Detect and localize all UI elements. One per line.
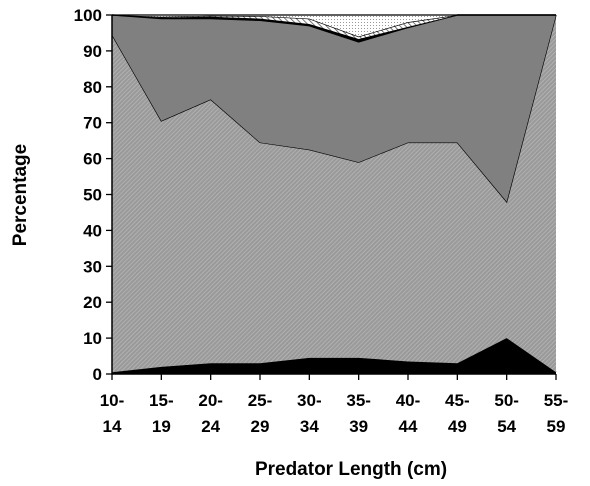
x-tick-label: 15- <box>149 391 174 410</box>
x-tick-label: 10- <box>100 391 125 410</box>
y-axis-title: Percentage <box>10 144 31 246</box>
x-tick-label: 39 <box>349 417 368 436</box>
y-tick-label: 70 <box>83 114 102 133</box>
x-axis-title: Predator Length (cm) <box>255 459 447 480</box>
y-tick-label: 80 <box>83 78 102 97</box>
series-areas <box>111 14 557 374</box>
series-2-area <box>112 15 556 373</box>
x-tick-label: 34 <box>300 417 319 436</box>
y-tick-label: 30 <box>83 257 102 276</box>
x-tick-label: 59 <box>547 417 566 436</box>
series-6-area <box>112 15 556 37</box>
x-tick-label: 14 <box>103 417 122 436</box>
x-tick-label: 35- <box>346 391 371 410</box>
y-tick-label: 20 <box>83 293 102 312</box>
x-tick-label: 29 <box>251 417 270 436</box>
x-tick-label: 50- <box>494 391 519 410</box>
x-tick-label: 45- <box>445 391 470 410</box>
x-tick-label: 20- <box>198 391 223 410</box>
x-tick-label: 54 <box>497 417 516 436</box>
x-tick-label: 49 <box>448 417 467 436</box>
series-3-area <box>112 15 556 202</box>
y-tick-label: 50 <box>83 186 102 205</box>
y-tick-label: 0 <box>93 365 102 384</box>
x-tick-label: 40- <box>396 391 421 410</box>
x-tick-label: 44 <box>399 417 418 436</box>
y-tick-label: 40 <box>83 221 102 240</box>
x-ticks: 10- 14 15- 19 20- 24 25- 29 30- 34 35- 39 40- 44 45- 49… <box>100 374 569 436</box>
y-tick-label: 90 <box>83 42 102 61</box>
x-tick-label: 55- <box>544 391 569 410</box>
y-tick-label: 10 <box>83 329 102 348</box>
x-tick-label: 19 <box>152 417 171 436</box>
x-tick-label: 25- <box>248 391 273 410</box>
y-ticks: 0 10 20 30 40 50 60 70 80 90 100 <box>74 6 112 384</box>
x-tick-label: 30- <box>297 391 322 410</box>
y-tick-label: 60 <box>83 150 102 169</box>
x-tick-label: 24 <box>201 417 220 436</box>
series-1-area <box>112 338 556 374</box>
y-tick-label: 100 <box>74 6 102 25</box>
